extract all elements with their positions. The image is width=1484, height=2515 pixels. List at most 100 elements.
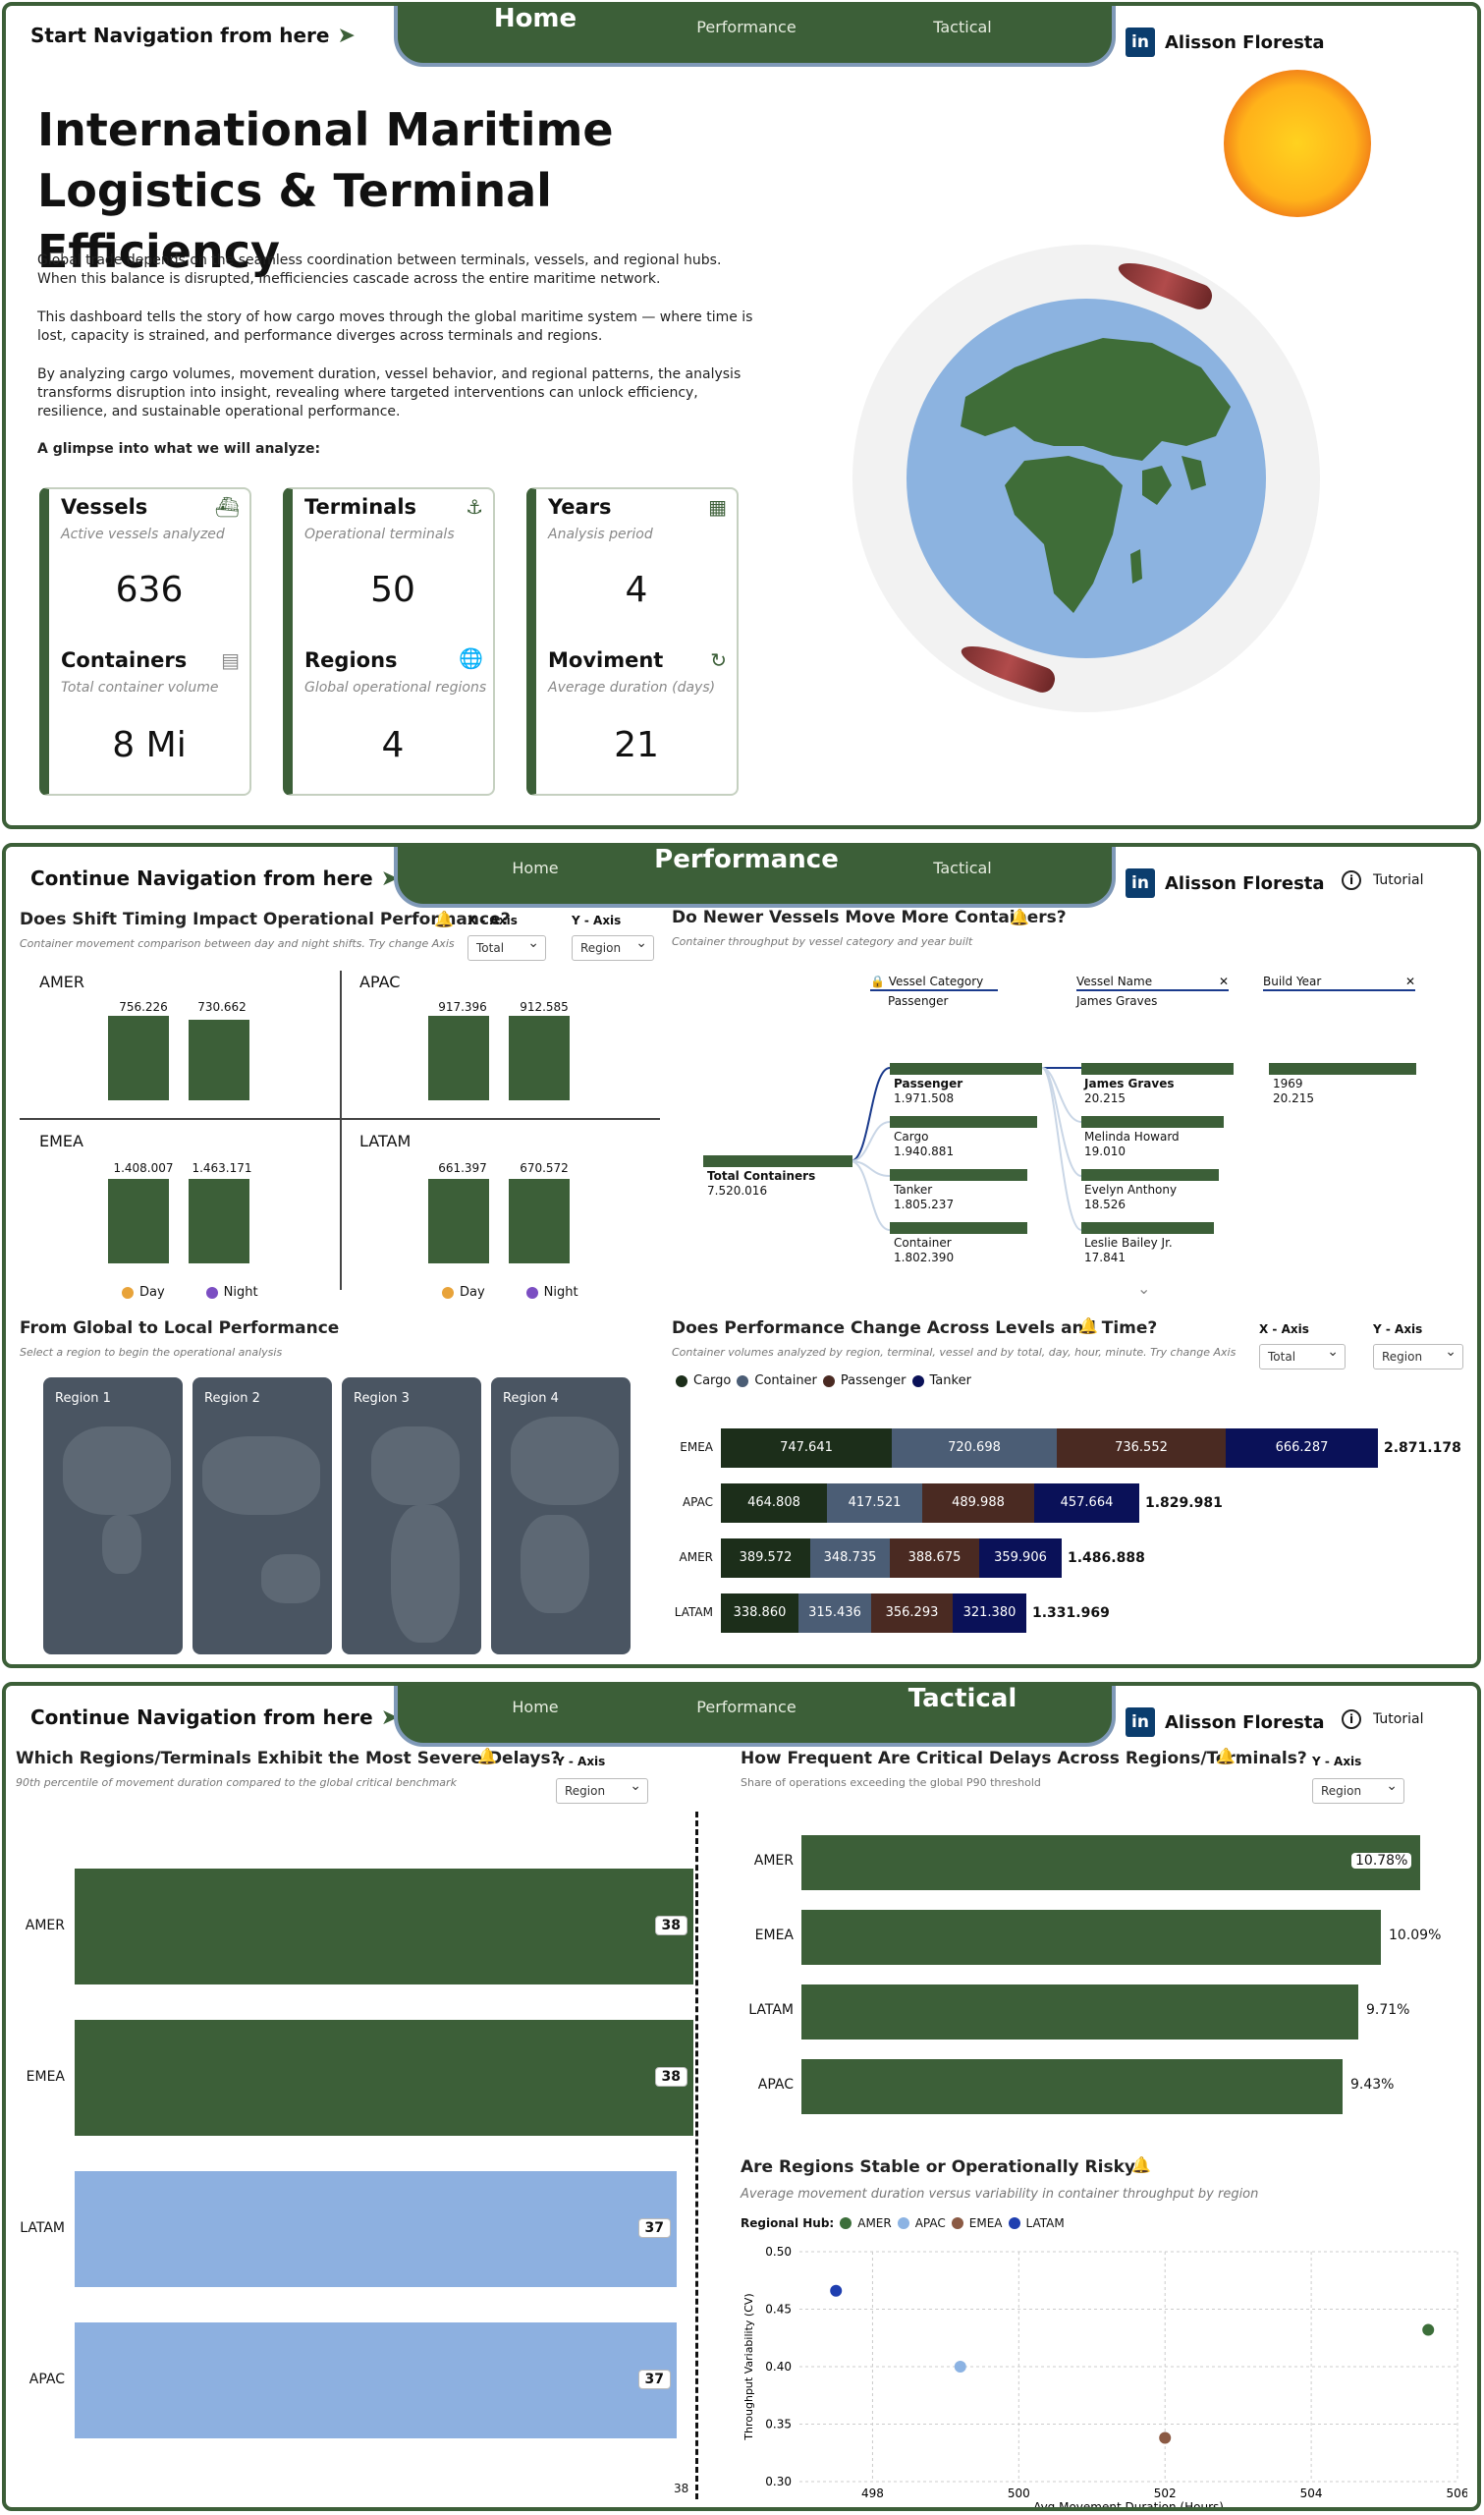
stack-segment-passenger[interactable]: 736.552 [1057, 1428, 1226, 1468]
scatter-point-emea[interactable] [1159, 2431, 1172, 2444]
decomp-bar-vessel[interactable] [1081, 1222, 1214, 1234]
stack-segment-container[interactable]: 720.698 [892, 1428, 1057, 1468]
frequency-bar[interactable] [801, 1984, 1358, 2040]
level-header-category[interactable]: 🔒 Vessel Category [870, 975, 998, 991]
stack-segment-tanker[interactable]: 666.287 [1226, 1428, 1378, 1468]
frequency-bar[interactable] [801, 1910, 1381, 1965]
decomp-bar-cargo[interactable] [890, 1116, 1037, 1128]
stack-row[interactable]: 389.572 348.735 388.675 359.906 [721, 1538, 1062, 1578]
x-axis-dropdown[interactable]: Total [1259, 1342, 1346, 1369]
amer-night-bar[interactable] [189, 1020, 249, 1100]
close-icon[interactable]: ✕ [1218, 975, 1229, 988]
severity-bar[interactable]: 37 [75, 2171, 677, 2287]
decomp-bar-vessel[interactable] [1081, 1063, 1234, 1075]
linkedin-link[interactable]: in Alisson Floresta [1126, 28, 1325, 57]
y-axis-dropdown[interactable]: Region [1373, 1342, 1463, 1369]
decomp-bar-passenger[interactable] [890, 1063, 1042, 1075]
y-axis-dropdown[interactable]: Region [572, 933, 654, 961]
stack-row-label: APAC [682, 1495, 713, 1509]
stack-segment-container[interactable]: 417.521 [827, 1483, 922, 1523]
kpi-value: 8 Mi [112, 725, 187, 765]
nav-performance[interactable]: Performance [696, 18, 797, 36]
decomp-bar-tanker[interactable] [890, 1169, 1027, 1181]
stack-row[interactable]: 747.641 720.698 736.552 666.287 [721, 1428, 1378, 1468]
stack-segment-tanker[interactable]: 321.380 [953, 1593, 1026, 1633]
stack-segment-tanker[interactable]: 359.906 [979, 1538, 1062, 1578]
node-label: James Graves [1084, 1077, 1175, 1090]
linkedin-link[interactable]: in Alisson Floresta [1126, 868, 1325, 898]
frequency-bar[interactable] [801, 1835, 1420, 1890]
stack-segment-passenger[interactable]: 388.675 [890, 1538, 979, 1578]
emea-night-bar[interactable] [189, 1179, 249, 1263]
amer-day-bar[interactable] [108, 1016, 169, 1100]
scatter-point-apac[interactable] [954, 2361, 966, 2373]
legend-night: Night [223, 1285, 258, 1300]
stack-segment-container[interactable]: 315.436 [798, 1593, 871, 1633]
bell-icon[interactable]: 🔔 [1078, 1316, 1098, 1335]
latam-day-bar[interactable] [428, 1179, 489, 1263]
bell-icon[interactable]: 🔔 [1216, 1747, 1236, 1765]
decomp-bar-container[interactable] [890, 1222, 1027, 1234]
bell-icon[interactable]: 🔔 [477, 1747, 497, 1765]
level-header-name[interactable]: Vessel Name ✕ [1076, 975, 1229, 991]
stack-segment-cargo[interactable]: 338.860 [721, 1593, 798, 1633]
stack-segment-cargo[interactable]: 389.572 [721, 1538, 810, 1578]
stack-row[interactable]: 464.808 417.521 489.988 457.664 [721, 1483, 1139, 1523]
linkedin-link[interactable]: in Alisson Floresta [1126, 1707, 1325, 1737]
tutorial-button[interactable]: i Tutorial [1342, 1709, 1423, 1729]
severity-bar[interactable]: 38 [75, 1869, 693, 1984]
nav-performance[interactable]: Performance [696, 1698, 797, 1716]
stack-segment-tanker[interactable]: 457.664 [1034, 1483, 1139, 1523]
region-2-card[interactable]: Region 2 [192, 1377, 332, 1654]
region-map [371, 1426, 460, 1505]
bell-icon[interactable]: 🔔 [1010, 908, 1029, 926]
severity-bar[interactable]: 38 [75, 2020, 693, 2136]
nav-tactical[interactable]: Tactical [933, 859, 992, 877]
legend-container: Container [754, 1373, 817, 1388]
nav-home[interactable]: Home [512, 859, 559, 877]
stack-segment-container[interactable]: 348.735 [810, 1538, 890, 1578]
nav-tactical[interactable]: Tactical [907, 1684, 1017, 1713]
region-4-card[interactable]: Region 4 [491, 1377, 631, 1654]
nav-home[interactable]: Home [512, 1698, 559, 1716]
stack-segment-cargo[interactable]: 747.641 [721, 1428, 892, 1468]
region-3-card[interactable]: Region 3 [342, 1377, 481, 1654]
decomp-bar-year[interactable] [1269, 1063, 1416, 1075]
tutorial-button[interactable]: i Tutorial [1342, 870, 1423, 890]
bell-icon[interactable]: 🔔 [1131, 2155, 1151, 2174]
stack-row[interactable]: 338.860 315.436 356.293 321.380 [721, 1593, 1026, 1633]
nav-home[interactable]: Home [493, 4, 577, 33]
decomp-node: 1969 20.215 [1273, 1077, 1314, 1106]
chevron-down-icon[interactable]: ⌄ [1137, 1279, 1151, 1298]
decomp-root-bar[interactable] [703, 1155, 852, 1167]
x-tick-label: 504 [1300, 2487, 1323, 2500]
apac-night-bar[interactable] [509, 1016, 570, 1100]
decomp-bar-vessel[interactable] [1081, 1116, 1224, 1128]
level-header-year[interactable]: Build Year ✕ [1263, 975, 1415, 991]
stack-segment-cargo[interactable]: 464.808 [721, 1483, 827, 1523]
x-axis-dropdown[interactable]: Total [467, 933, 546, 961]
apac-day-bar[interactable] [428, 1016, 489, 1100]
x-tick-label: 506 [1447, 2487, 1467, 2500]
bell-icon[interactable]: 🔔 [434, 910, 454, 928]
passenger-dot [822, 1374, 835, 1387]
stack-segment-passenger[interactable]: 489.988 [922, 1483, 1034, 1523]
region-label: Region 2 [204, 1391, 260, 1406]
emea-day-bar[interactable] [108, 1179, 169, 1263]
nav-performance[interactable]: Performance [654, 845, 839, 874]
stack-segment-passenger[interactable]: 356.293 [871, 1593, 953, 1633]
region-1-card[interactable]: Region 1 [43, 1377, 183, 1654]
decomp-bar-vessel[interactable] [1081, 1169, 1219, 1181]
linkedin-icon: in [1126, 28, 1155, 57]
kpi-title: Vessels [61, 495, 148, 519]
frequency-subtitle: Share of operations exceeding the global… [741, 1776, 1041, 1789]
scatter-point-latam[interactable] [830, 2284, 843, 2297]
latam-night-bar[interactable] [509, 1179, 570, 1263]
y-axis-dropdown[interactable]: Region [1312, 1776, 1404, 1804]
nav-tactical[interactable]: Tactical [933, 18, 992, 36]
severity-bar[interactable]: 37 [75, 2322, 677, 2438]
y-axis-dropdown[interactable]: Region [556, 1776, 648, 1804]
frequency-bar[interactable] [801, 2059, 1343, 2114]
scatter-point-amer[interactable] [1422, 2323, 1435, 2336]
close-icon[interactable]: ✕ [1404, 975, 1415, 988]
